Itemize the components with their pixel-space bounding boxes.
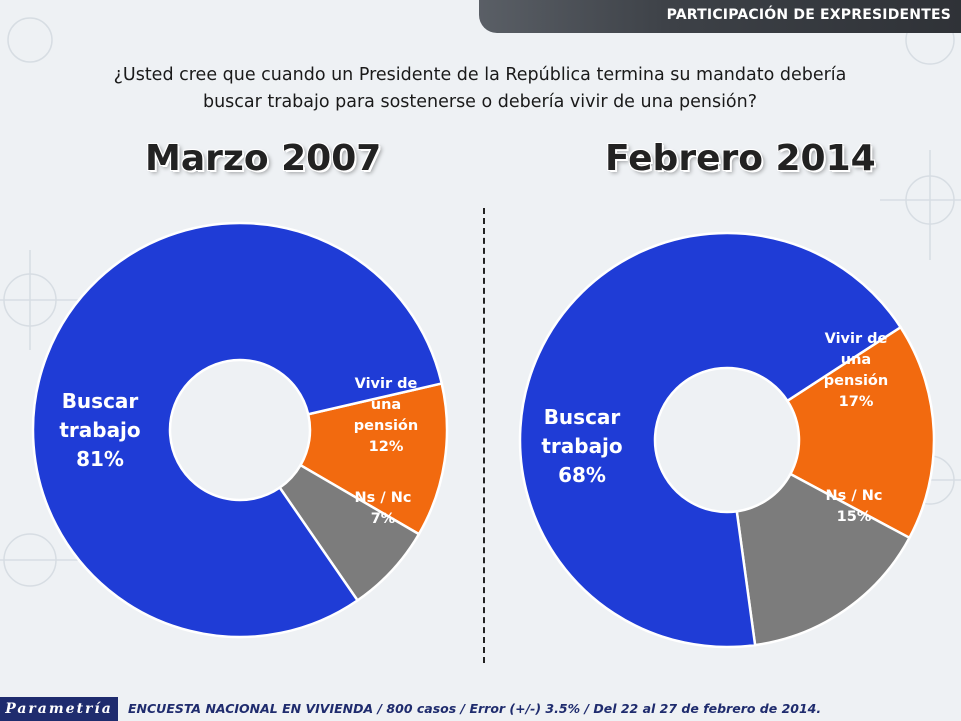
slice-category-label: Buscar [62, 389, 139, 413]
slice-label-1-2: Ns / Nc 15% [826, 488, 883, 525]
slice-value-label: 7% [371, 511, 396, 527]
slice-value-label: 12% [369, 439, 404, 455]
slice-category-label: Buscar [544, 405, 621, 429]
slice-0-0 [31, 221, 444, 639]
slice-category-label: pensión [354, 418, 418, 434]
slice-value-label: 81% [76, 447, 124, 471]
slice-label-0-2: Ns / Nc 7% [355, 490, 412, 527]
question-text: ¿Usted cree que cuando un Presidente de … [60, 62, 900, 116]
slice-label-1-1: Vivir de una pensión 17% [824, 331, 888, 410]
slice-category-label: Ns / Nc [826, 488, 883, 504]
slice-category-label: trabajo [541, 434, 622, 458]
chart-title-2007: Marzo 2007 [145, 138, 382, 179]
slice-category-label: Ns / Nc [355, 490, 412, 506]
question-line-1: ¿Usted cree que cuando un Presidente de … [113, 65, 847, 85]
slice-category-label: trabajo [59, 418, 140, 442]
section-title: PARTICIPACIÓN DE EXPRESIDENTES [666, 7, 951, 23]
slice-category-label: Vivir de [825, 331, 888, 347]
slice-category-label: pensión [824, 373, 888, 389]
slice-value-label: 17% [839, 394, 874, 410]
slice-category-label: una [841, 352, 871, 368]
slice-category-label: una [371, 397, 401, 413]
slice-1-0 [518, 231, 903, 649]
chart-title-2014: Febrero 2014 [605, 138, 876, 179]
slice-label-0-1: Vivir de una pensión 12% [354, 376, 418, 455]
slice-value-label: 68% [558, 463, 606, 487]
header-band: PARTICIPACIÓN DE EXPRESIDENTES [479, 0, 961, 33]
question-line-2: buscar trabajo para sostenerse o debería… [202, 92, 758, 112]
chart-divider [483, 208, 485, 663]
footer-note: ENCUESTA NACIONAL EN VIVIENDA / 800 caso… [128, 701, 822, 716]
slice-0-1 [298, 381, 449, 536]
slice-label-0-0: Buscar trabajo 81% [59, 389, 140, 471]
slice-1-1 [785, 325, 936, 540]
parametria-logo: Parametría [0, 697, 118, 721]
slice-1-2 [735, 472, 912, 647]
slice-label-1-0: Buscar trabajo 68% [541, 405, 622, 487]
slice-category-label: Vivir de [355, 376, 418, 392]
slice-value-label: 15% [837, 509, 872, 525]
